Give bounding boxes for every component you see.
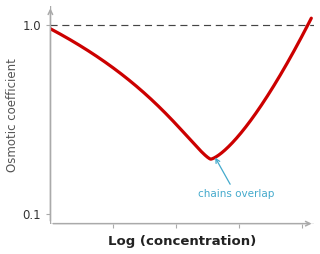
Text: chains overlap: chains overlap <box>198 159 274 199</box>
Y-axis label: Osmotic coefficient: Osmotic coefficient <box>5 58 19 171</box>
X-axis label: Log (concentration): Log (concentration) <box>108 235 257 248</box>
